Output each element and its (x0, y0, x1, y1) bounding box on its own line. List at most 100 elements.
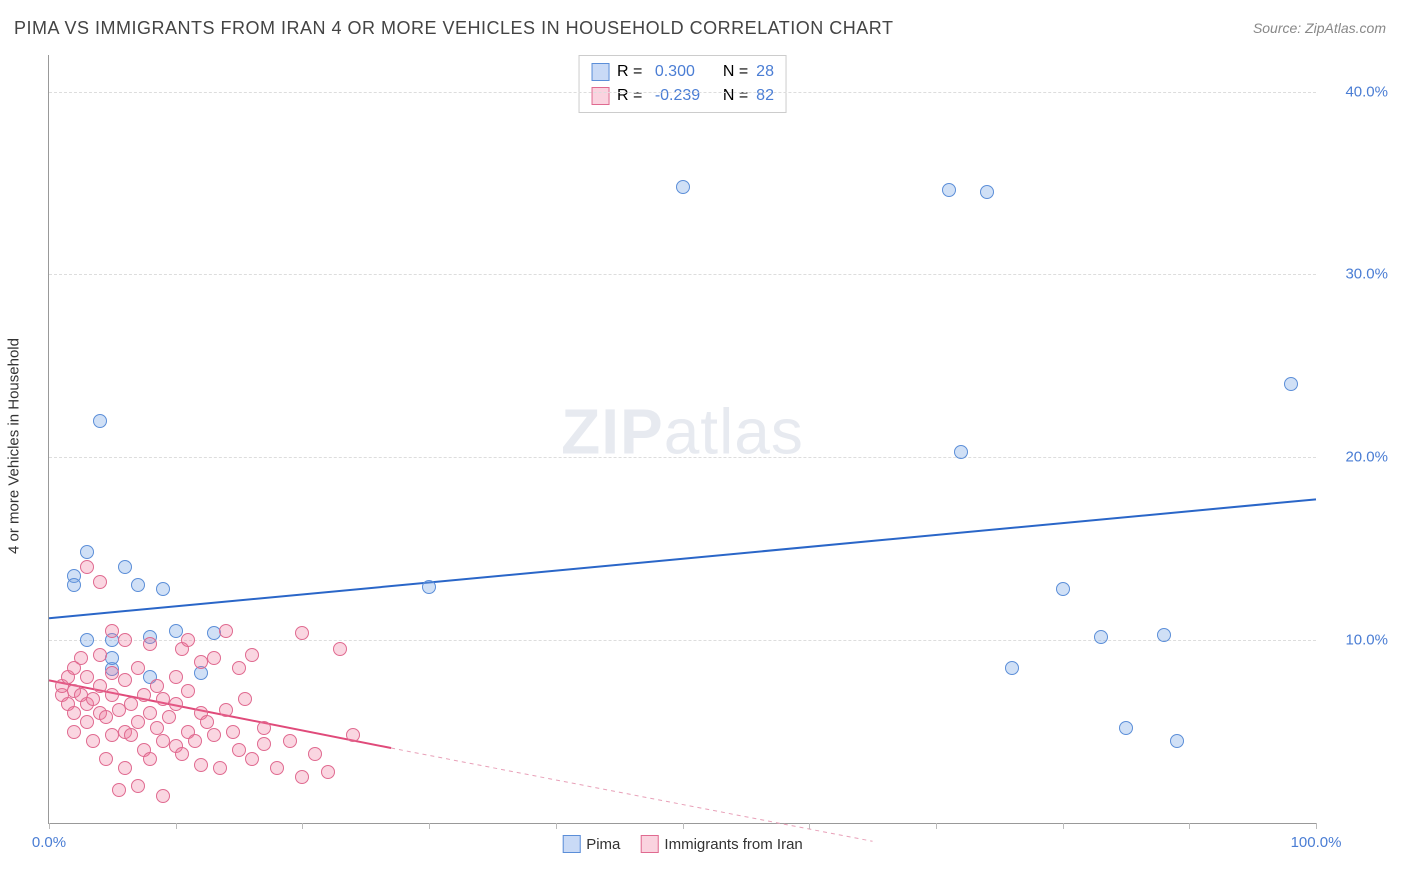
x-tick-label: 100.0% (1291, 834, 1342, 851)
data-point (257, 737, 271, 751)
data-point (80, 560, 94, 574)
data-point (207, 626, 221, 640)
data-point (118, 673, 132, 687)
data-point (219, 703, 233, 717)
x-tick (683, 823, 684, 829)
series-legend: Pima Immigrants from Iran (562, 835, 803, 853)
data-point (308, 747, 322, 761)
data-point (181, 633, 195, 647)
swatch-pink-icon (591, 87, 609, 105)
data-point (80, 715, 94, 729)
data-point (422, 580, 436, 594)
data-point (93, 648, 107, 662)
legend-item-iran: Immigrants from Iran (640, 835, 802, 853)
data-point (105, 624, 119, 638)
data-point (257, 721, 271, 735)
data-point (131, 661, 145, 675)
r-value-pima: 0.300 (655, 60, 715, 84)
gridline-h (49, 92, 1316, 93)
data-point (283, 734, 297, 748)
data-point (86, 734, 100, 748)
data-point (226, 725, 240, 739)
data-point (232, 743, 246, 757)
data-point (207, 728, 221, 742)
source-attribution: Source: ZipAtlas.com (1253, 20, 1386, 36)
data-point (295, 626, 309, 640)
correlation-legend: R = 0.300 N = 28 R = -0.239 N = 82 (578, 55, 787, 113)
data-point (74, 651, 88, 665)
y-tick-label: 40.0% (1345, 83, 1388, 100)
x-tick (1189, 823, 1190, 829)
x-tick (176, 823, 177, 829)
data-point (93, 414, 107, 428)
data-point (333, 642, 347, 656)
data-point (67, 725, 81, 739)
data-point (137, 688, 151, 702)
y-tick-label: 10.0% (1345, 632, 1388, 649)
data-point (181, 684, 195, 698)
data-point (80, 670, 94, 684)
data-point (105, 688, 119, 702)
x-tick (809, 823, 810, 829)
data-point (67, 706, 81, 720)
legend-row-pima: R = 0.300 N = 28 (591, 60, 774, 84)
data-point (1119, 721, 1133, 735)
data-point (80, 545, 94, 559)
data-point (105, 651, 119, 665)
data-point (321, 765, 335, 779)
data-point (169, 697, 183, 711)
data-point (346, 728, 360, 742)
data-point (1284, 377, 1298, 391)
x-tick-label: 0.0% (32, 834, 66, 851)
x-tick (936, 823, 937, 829)
data-point (1094, 630, 1108, 644)
data-point (219, 624, 233, 638)
x-tick (429, 823, 430, 829)
data-point (156, 582, 170, 596)
x-tick (1063, 823, 1064, 829)
data-point (1157, 628, 1171, 642)
data-point (213, 761, 227, 775)
data-point (169, 624, 183, 638)
data-point (942, 183, 956, 197)
stat-label: N = (723, 60, 748, 84)
n-value-iran: 82 (756, 84, 774, 108)
chart-title: PIMA VS IMMIGRANTS FROM IRAN 4 OR MORE V… (14, 18, 893, 39)
x-tick (302, 823, 303, 829)
chart-plot-area: ZIPatlas R = 0.300 N = 28 R = -0.239 N =… (48, 55, 1316, 824)
data-point (143, 637, 157, 651)
r-value-iran: -0.239 (655, 84, 715, 108)
swatch-blue-icon (562, 835, 580, 853)
stat-label: N = (723, 84, 748, 108)
data-point (93, 679, 107, 693)
y-axis-label: 4 or more Vehicles in Household (6, 338, 23, 554)
data-point (131, 715, 145, 729)
regression-lines (49, 55, 1316, 823)
data-point (188, 734, 202, 748)
data-point (232, 661, 246, 675)
gridline-h (49, 640, 1316, 641)
data-point (1170, 734, 1184, 748)
data-point (295, 770, 309, 784)
data-point (67, 578, 81, 592)
data-point (156, 789, 170, 803)
stat-label: R = (617, 60, 647, 84)
legend-label: Immigrants from Iran (664, 836, 802, 853)
data-point (980, 185, 994, 199)
data-point (118, 560, 132, 574)
swatch-pink-icon (640, 835, 658, 853)
data-point (143, 706, 157, 720)
data-point (270, 761, 284, 775)
data-point (143, 752, 157, 766)
legend-item-pima: Pima (562, 835, 620, 853)
data-point (112, 783, 126, 797)
x-tick (1316, 823, 1317, 829)
data-point (93, 575, 107, 589)
data-point (245, 648, 259, 662)
data-point (124, 697, 138, 711)
stat-label: R = (617, 84, 647, 108)
gridline-h (49, 274, 1316, 275)
data-point (131, 578, 145, 592)
data-point (162, 710, 176, 724)
data-point (238, 692, 252, 706)
